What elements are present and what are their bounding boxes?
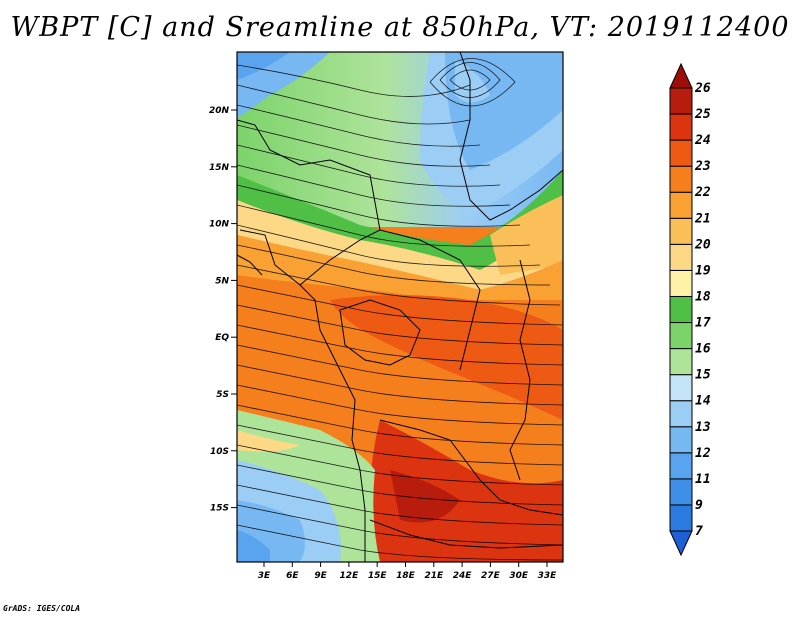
colorbar-label: 16 [695,342,711,357]
lon-tick-label: 33E [538,571,558,581]
grads-credit: GrADS: IGES/COLA [3,604,81,613]
lon-tick-label: 3E [258,571,271,581]
colorbar-max-arrow [669,62,693,89]
streamlines [237,58,563,561]
colorbar-box [669,478,693,506]
colorbar-box [669,504,693,532]
lon-tick-label: 9E [314,571,327,581]
lon-tick-label: 18E [396,571,416,581]
colorbar-box [669,87,693,115]
colorbar-box [669,113,693,141]
lat-tick-label: 5N [215,276,229,286]
colorbar-label: 23 [694,159,711,174]
colorbar-box [669,295,693,324]
colorbar-label: 24 [694,133,711,148]
colorbar-label: 26 [694,81,711,96]
colorbar-box [669,322,693,350]
colorbar-label: 12 [695,446,711,461]
lon-tick-label: 21E [424,571,444,581]
colorbar-label: 18 [695,289,711,304]
lat-tick-label: 5S [216,390,229,400]
map-title: WBPT [C] and Sreamline at 850hPa, VT: 20… [10,12,790,43]
colorbar-label: 7 [695,524,703,539]
colorbar-box [669,400,693,428]
colorbar-box [669,243,693,271]
longitude-axis: 3E 6E 9E 12E 15E 18E 21E 24E 27E 30E 33E [258,562,557,581]
lat-tick-label: 10N [209,220,230,230]
colorbar-box [669,452,693,480]
lon-tick-label: 24E [453,571,473,581]
colorbar-boxes [669,62,693,557]
colorbar-box [669,426,693,454]
colorbar-box [669,348,693,376]
colorbar-box [669,165,693,193]
lat-tick-label: 15N [209,163,230,173]
colorbar-label: 21 [694,211,711,226]
colorbar-labels: 7 9 11 12 13 14 15 16 17 18 19 20 21 22 23 24 25 26 [694,81,711,539]
colorbar-label: 20 [694,237,711,252]
lon-tick-label: 15E [368,571,388,581]
colorbar-box [669,139,693,167]
colorbar-label: 19 [695,263,711,278]
colorbar-label: 17 [695,316,711,331]
colorbar-label: 15 [695,368,711,383]
colorbar-label: 11 [695,472,711,487]
lon-tick-label: 12E [340,571,360,581]
colorbar-label: 25 [694,107,711,122]
colorbar-box [669,217,693,245]
lon-tick-label: 6E [286,571,299,581]
colorbar-label: 22 [694,185,711,200]
map-frame [236,51,564,563]
colorbar-box [669,374,693,402]
colorbar-label: 13 [695,420,711,435]
lat-tick-label: 10S [210,447,229,457]
colorbar-min-arrow [669,530,693,557]
latitude-axis: 20N 15N 10N 5N EQ 5S 10S 15S [209,106,237,514]
colorbar-label: 14 [695,394,711,409]
lat-tick-label: 20N [209,106,230,116]
colorbar-label: 9 [695,498,703,513]
lon-tick-label: 30E [509,571,529,581]
colorbar-box [669,191,693,219]
lat-tick-label: 15S [210,504,229,514]
map-plot-area: 20N 15N 10N 5N EQ 5S 10S 15S 3E 6E 9E 12E 15E 18E 21E… [209,51,564,581]
borders [237,52,563,562]
colorbar: 7 9 11 12 13 14 15 16 17 18 19 20 21 22 23 24 25 26 [669,62,711,557]
lon-tick-label: 27E [481,571,501,581]
wbpt-field [237,52,563,562]
colorbar-box [669,269,693,297]
lat-tick-label: EQ [215,333,229,343]
